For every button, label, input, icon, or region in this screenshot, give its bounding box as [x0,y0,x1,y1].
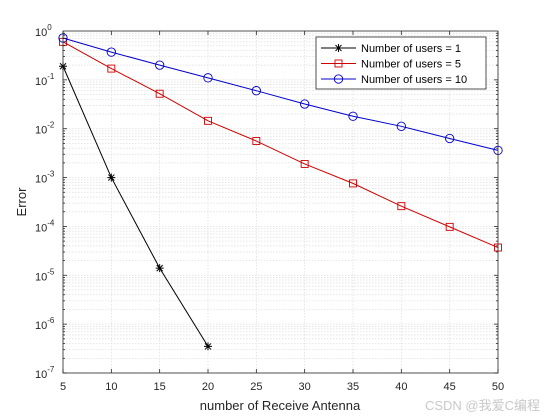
x-tick-label: 45 [444,381,456,393]
y-tick-label: 10-4 [35,218,55,234]
legend: Number of users = 1 Number of users = 5 Nu… [315,36,487,90]
data-point-circle [300,99,310,109]
x-axis-label: number of Receive Antenna [200,398,361,413]
y-tick-labels: 10-7 10-6 10-5 10-4 10-3 10-2 10-1 100 [35,23,55,381]
data-point-circle [396,121,406,131]
y-tick-label: 10-6 [35,316,55,332]
y-axis-label: Error [14,187,29,217]
data-point-square [107,64,116,73]
data-point-circle [348,111,358,121]
x-tick-label: 40 [395,381,407,393]
x-tick-label: 5 [60,381,66,393]
watermark: CSDN @我爱C编程 [425,398,540,413]
data-point-square [204,116,212,125]
data-point-square [300,160,309,168]
data-point-circle [203,73,213,83]
data-point-asterisk [204,342,212,351]
data-point-square [349,179,357,188]
y-tick-label: 10-7 [35,365,55,381]
data-point-circle [251,86,261,96]
data-point-circle [445,133,455,144]
series-line [62,41,499,248]
data-point-square [252,137,261,145]
legend-entry-2: Number of users = 5 [321,59,461,71]
y-tick-label: 10-1 [35,72,55,88]
data-point-square [397,202,406,211]
data-point-asterisk [334,44,343,52]
y-tick-label: 10-5 [35,267,55,283]
series-line [62,37,499,151]
data-point-square [155,89,164,98]
data-point-square [445,222,454,231]
data-point-asterisk [107,173,116,182]
data-point-asterisk [155,264,164,273]
legend-entry-3: Number of users = 10 [321,74,467,86]
x-tick-label: 25 [250,381,262,393]
series-layer [58,33,503,351]
data-point-square [334,59,343,68]
x-tick-label: 15 [154,381,166,393]
legend-entry-1: Number of users = 1 [321,43,461,55]
axis-ticks [62,31,499,374]
plot-frame [62,30,499,374]
x-tick-labels: 5 10 15 20 25 30 35 40 45 50 [60,381,504,393]
y-tick-label: 100 [35,23,52,39]
data-point-circle [333,74,344,84]
y-tick-label: 10-3 [35,170,55,186]
data-point-circle [155,60,165,70]
x-tick-label: 10 [105,381,117,393]
x-tick-label: 50 [492,381,504,393]
legend-label: Number of users = 5 [361,59,461,71]
x-tick-label: 30 [299,381,311,393]
y-tick-label: 10-2 [35,121,55,137]
data-point-circle [106,47,116,57]
series-3 [58,33,503,156]
series-2 [59,37,502,252]
legend-label: Number of users = 1 [361,43,461,55]
x-tick-label: 20 [202,381,214,393]
legend-label: Number of users = 10 [361,74,467,86]
series-line [62,66,209,347]
x-tick-label: 35 [347,381,359,393]
